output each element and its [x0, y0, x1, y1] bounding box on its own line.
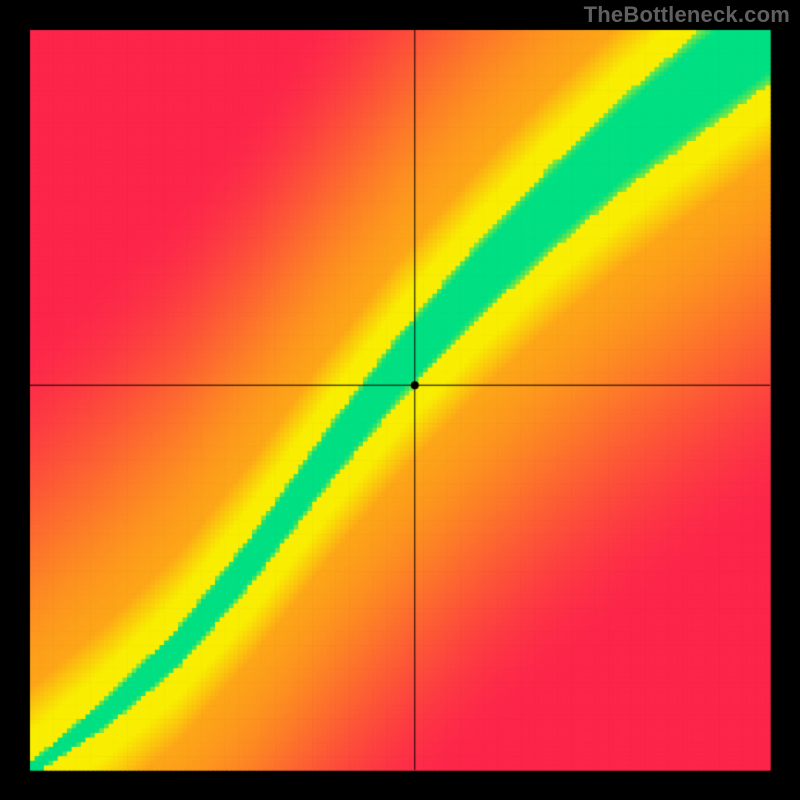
- watermark-text: TheBottleneck.com: [584, 2, 790, 28]
- bottleneck-heatmap: [0, 0, 800, 800]
